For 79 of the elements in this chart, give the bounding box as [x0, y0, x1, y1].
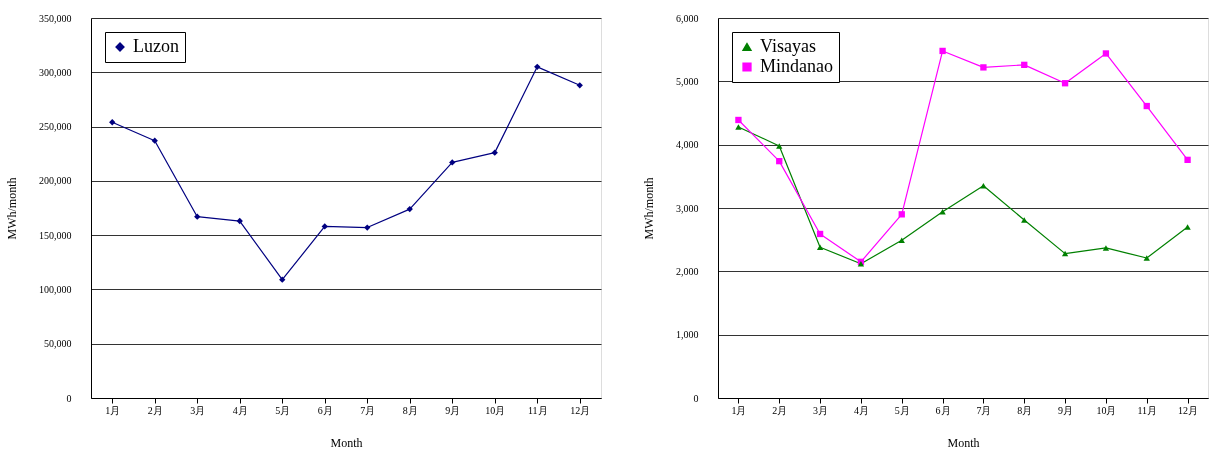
x-tick-label: 12月: [570, 404, 591, 416]
y-tick-label: 200,000: [39, 175, 72, 187]
point: [939, 209, 946, 215]
y-tick-label: 250,000: [39, 121, 72, 133]
y-axis-title: MWh/month: [5, 177, 19, 240]
point: [406, 205, 413, 213]
x-tick-label: 1月: [105, 404, 121, 416]
point: [898, 211, 905, 218]
x-tick-label: 1月: [731, 404, 747, 416]
y-tick-label: 3,000: [676, 202, 699, 214]
point: [1143, 255, 1150, 261]
x-tick-label: 3月: [813, 404, 829, 416]
point: [1184, 224, 1191, 230]
y-tick-label: 350,000: [39, 12, 72, 24]
y-tick-label: 5,000: [676, 75, 699, 87]
y-axis-title: MWh/month: [642, 177, 656, 240]
x-tick-label: 12月: [1178, 404, 1199, 416]
point: [449, 159, 456, 166]
x-tick-label: 9月: [445, 404, 461, 416]
y-tick-label: 1,000: [676, 329, 699, 341]
x-axis-title: Month: [330, 435, 363, 450]
point: [816, 230, 824, 238]
x-tick-label: 4月: [853, 404, 869, 416]
y-tick-label: 2,000: [676, 265, 699, 277]
x-tick-label: 10月: [1096, 404, 1117, 416]
y-tick-label: 0: [693, 392, 699, 404]
point: [279, 276, 286, 283]
point: [1021, 61, 1028, 69]
y-tick-label: 100,000: [39, 283, 72, 295]
point: [1102, 50, 1110, 57]
x-tick-label: 8月: [402, 404, 418, 416]
x-tick-label: 5月: [894, 404, 910, 416]
x-tick-label: 6月: [935, 404, 951, 416]
y-tick-label: 150,000: [39, 229, 72, 241]
point: [109, 119, 116, 126]
y-tick-label: 6,000: [676, 12, 699, 24]
point: [939, 47, 946, 55]
x-tick-label: 11月: [527, 404, 548, 416]
point: [980, 64, 987, 71]
point: [1021, 217, 1028, 223]
point: [1061, 80, 1069, 87]
x-tick-label: 7月: [360, 404, 376, 416]
point: [236, 217, 243, 225]
x-tick-label: 6月: [317, 404, 333, 416]
point: [576, 82, 583, 89]
point: [735, 116, 742, 124]
point: [980, 183, 987, 189]
point: [364, 224, 371, 231]
point: [1102, 245, 1110, 251]
point: [194, 213, 201, 220]
x-axis-title: Month: [947, 435, 980, 450]
x-tick-label: 9月: [1058, 404, 1074, 416]
x-tick-label: 11月: [1137, 404, 1158, 416]
point: [776, 143, 783, 149]
x-tick-label: 4月: [232, 404, 248, 416]
point: [151, 137, 158, 144]
legend-label: Mindanao: [760, 56, 833, 76]
point: [534, 63, 541, 71]
point: [1143, 102, 1150, 110]
x-tick-label: 3月: [190, 404, 206, 416]
y-tick-label: 0: [66, 392, 72, 404]
point: [1184, 156, 1191, 164]
point: [491, 149, 498, 156]
x-tick-label: 7月: [976, 404, 992, 416]
x-tick-label: 2月: [147, 404, 163, 416]
y-tick-label: 4,000: [676, 139, 699, 151]
y-tick-label: 50,000: [44, 338, 72, 350]
y-tick-label: 300,000: [39, 66, 72, 78]
point: [321, 223, 328, 230]
x-tick-label: 5月: [275, 404, 291, 416]
point: [898, 237, 905, 244]
x-tick-label: 10月: [485, 404, 506, 416]
legend-label: Luzon: [133, 36, 179, 56]
point: [735, 124, 742, 130]
point: [816, 244, 824, 251]
x-tick-label: 8月: [1017, 404, 1033, 416]
point: [776, 157, 783, 165]
x-tick-label: 2月: [772, 404, 788, 416]
legend-label: Visayas: [760, 36, 816, 56]
